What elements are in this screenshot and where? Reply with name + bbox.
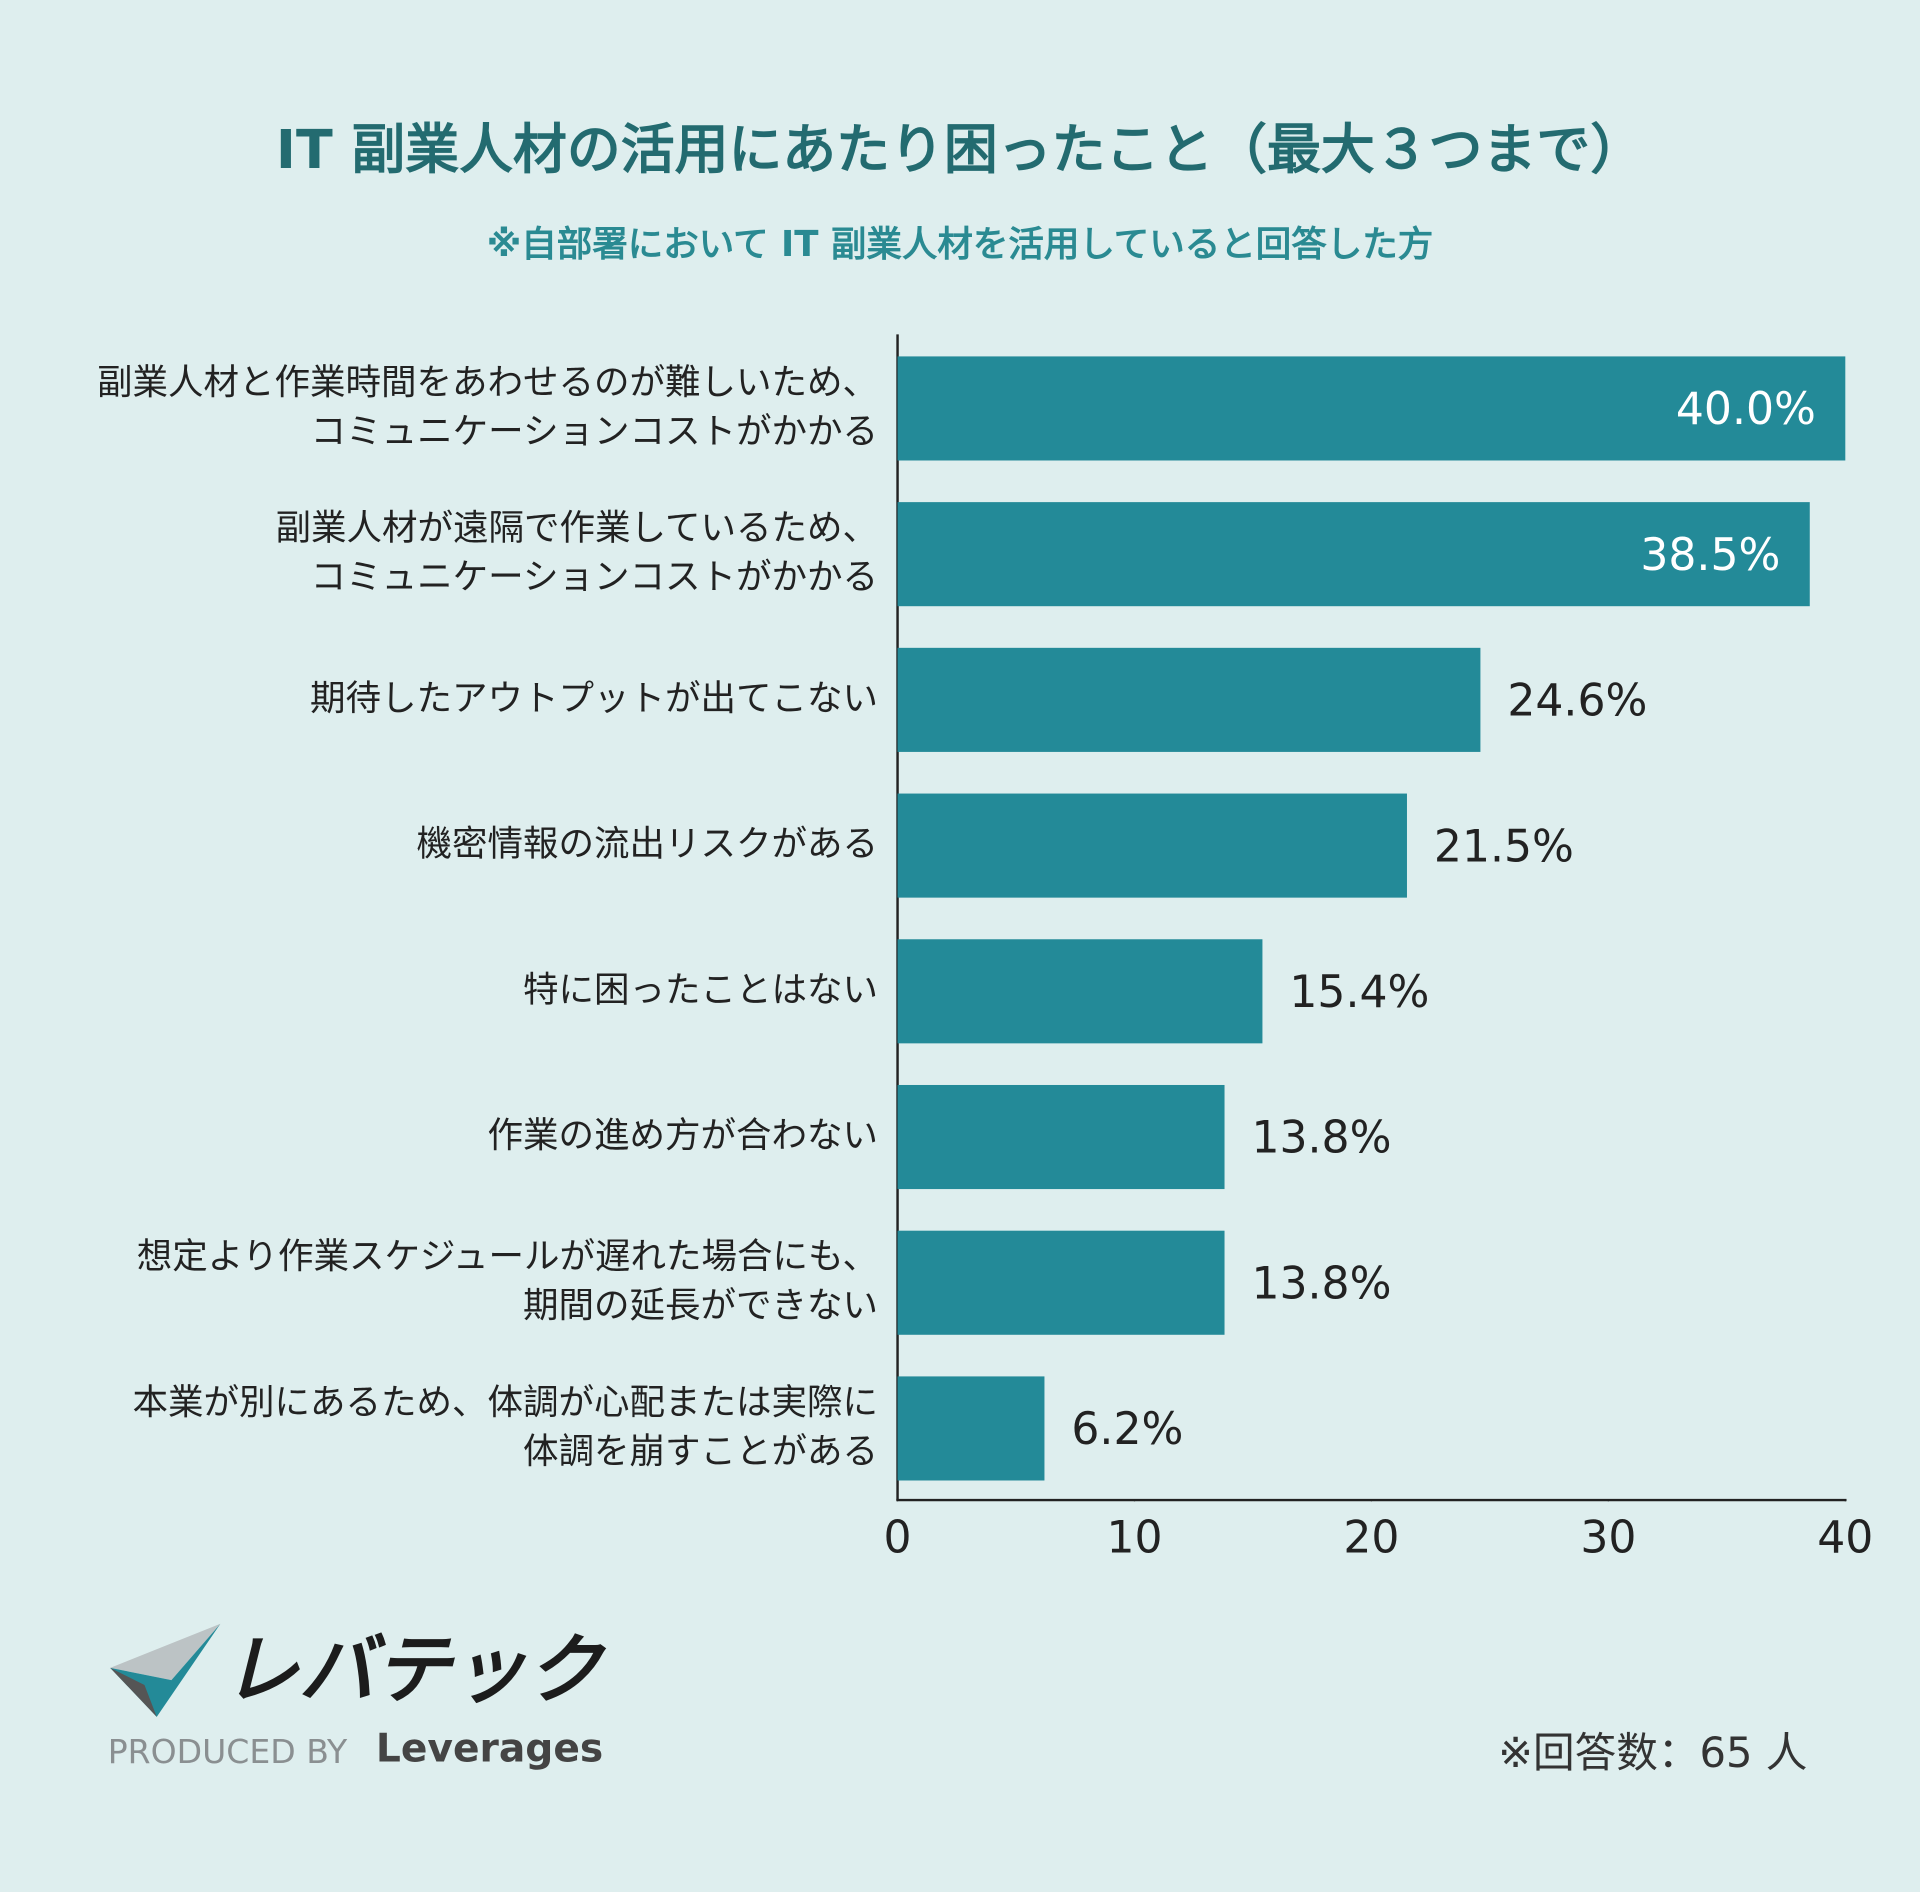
bar xyxy=(897,1084,1225,1190)
x-tick-label: 30 xyxy=(1580,1512,1636,1563)
value-label: 38.5% xyxy=(1640,530,1780,581)
x-tick-label: 10 xyxy=(1106,1512,1162,1563)
y-tick-label: コミュニケーションコストがかかる xyxy=(311,557,878,598)
y-tick-label: 期間の延長ができない xyxy=(523,1285,878,1326)
y-tick-label: 副業人材が遠隔で作業しているため、 xyxy=(276,508,878,549)
x-tick-label: 0 xyxy=(884,1512,912,1563)
logo-brand: Leverages xyxy=(376,1727,603,1772)
bar xyxy=(897,939,1263,1044)
bar xyxy=(897,1376,1045,1481)
chart-title: IT 副業人材の活用にあたり困ったこと（最大３つまで） xyxy=(276,118,1644,181)
logo: レバテック PRODUCED BY Leverages xyxy=(108,1623,607,1772)
value-label: 21.5% xyxy=(1434,821,1574,872)
bar xyxy=(897,793,1407,898)
y-tick-label: 作業の進め方が合わない xyxy=(487,1115,878,1156)
y-tick-label: 体調を崩すことがある xyxy=(523,1431,878,1472)
logo-mark xyxy=(110,1623,221,1681)
x-tick-label: 40 xyxy=(1817,1512,1873,1563)
logo-name: レバテック xyxy=(223,1626,607,1714)
note: ※回答数：65 人 xyxy=(1498,1728,1807,1777)
chart-subtitle: ※自部署において IT 副業人材を活用していると回答した方 xyxy=(487,224,1434,265)
bar xyxy=(897,502,1810,607)
y-tick-label: 副業人材と作業時間をあわせるのが難しいため、 xyxy=(97,362,878,403)
y-tick-label: 期待したアウトプットが出てこない xyxy=(310,678,878,719)
y-tick-label: 機密情報の流出リスクがある xyxy=(416,824,878,865)
value-label: 13.8% xyxy=(1251,1258,1391,1309)
value-label: 15.4% xyxy=(1289,967,1429,1018)
logo-produced-by: PRODUCED BY xyxy=(108,1732,348,1771)
x-tick-label: 20 xyxy=(1343,1512,1399,1563)
bar xyxy=(897,1230,1225,1335)
y-tick-label: 特に困ったことはない xyxy=(523,969,878,1010)
value-label: 40.0% xyxy=(1676,384,1816,435)
y-tick-label: 想定より作業スケジュールが遅れた場合にも、 xyxy=(137,1236,878,1277)
bar xyxy=(897,356,1846,461)
bar xyxy=(897,647,1481,752)
value-label: 6.2% xyxy=(1071,1404,1183,1455)
value-label: 13.8% xyxy=(1251,1113,1391,1164)
value-label: 24.6% xyxy=(1507,676,1647,727)
y-tick-label: コミュニケーションコストがかかる xyxy=(311,411,878,452)
y-tick-label: 本業が別にあるため、体調が心配または実際に xyxy=(132,1382,878,1423)
